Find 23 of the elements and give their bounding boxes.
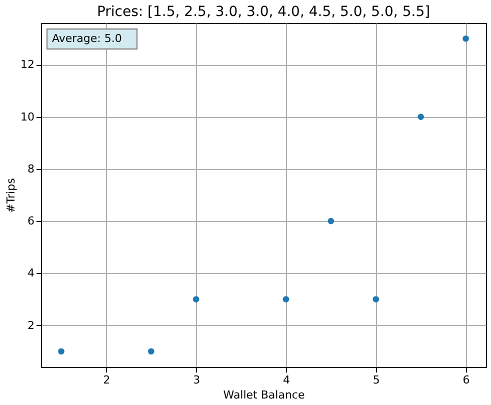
point (418, 114, 424, 120)
y-axis-title: #Trips (4, 178, 18, 213)
point (462, 35, 469, 42)
point (148, 348, 154, 355)
y-tick-label: 10 (20, 110, 34, 124)
y-tick-label: 6 (28, 214, 34, 228)
y-tick-label: 12 (20, 58, 34, 72)
y-tick-label: 2 (28, 318, 34, 332)
chart-title: Prices: [1.5, 2.5, 3.0, 3.0, 4.0, 4.5, 5.0, 5.0, 5.5] (96, 4, 430, 20)
x-tick-label: 4 (282, 374, 290, 386)
point (192, 296, 200, 302)
annotation: Average: 5.0 (52, 32, 122, 45)
point (372, 296, 380, 302)
y-tick-label: 4 (28, 266, 34, 280)
point (58, 348, 64, 355)
x-tick-label: 2 (103, 374, 110, 386)
point (282, 296, 290, 302)
x-tick-label: 3 (193, 374, 200, 386)
point (328, 218, 334, 224)
x-tick-label: 5 (372, 374, 380, 386)
x-axis-title: Wallet Balance (223, 388, 305, 402)
y-tick-label: 8 (28, 162, 34, 176)
x-tick-label: 6 (462, 374, 470, 386)
